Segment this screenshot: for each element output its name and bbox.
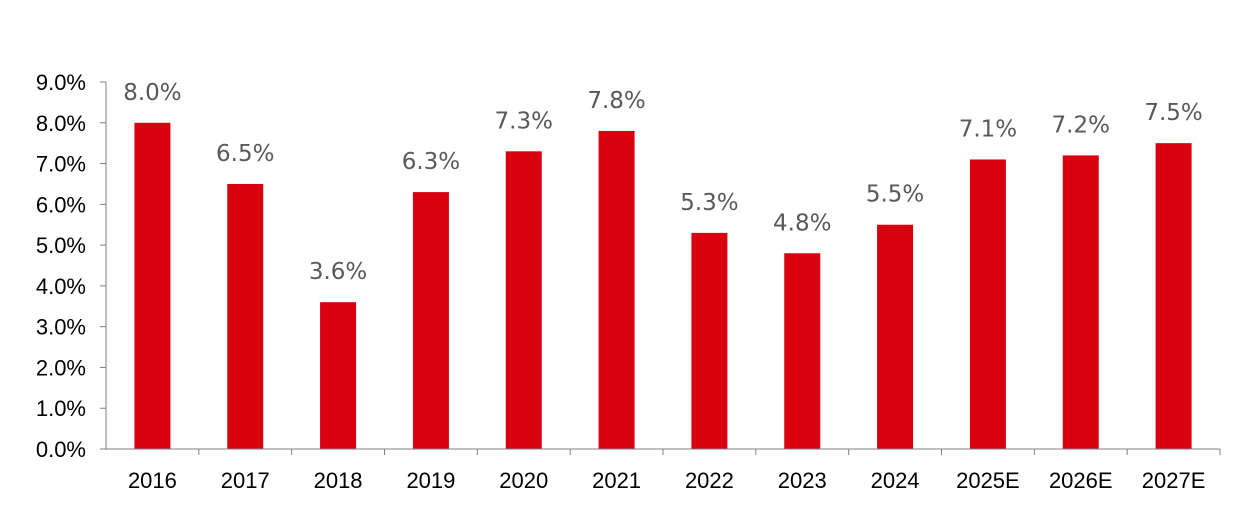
x-tick-label: 2026E xyxy=(1049,468,1113,493)
bar-2023 xyxy=(784,253,821,449)
y-tick-label: 8.0% xyxy=(36,111,86,136)
data-label-2023: 4.8% xyxy=(773,210,831,236)
data-label-2026e: 7.2% xyxy=(1052,112,1110,138)
x-tick-label: 2017 xyxy=(221,468,270,493)
x-tick-label: 2025E xyxy=(956,468,1020,493)
data-label-2025e: 7.1% xyxy=(959,116,1017,142)
y-tick-label: 4.0% xyxy=(36,274,86,299)
x-tick-label: 2016 xyxy=(128,468,177,493)
y-tick-label: 2.0% xyxy=(36,355,86,380)
y-axis: 0.0% 1.0% 2.0% 3.0% 4.0% 5.0% 6.0% 7.0% 8.0% 9.0% xyxy=(36,70,107,462)
data-label-2027e: 7.5% xyxy=(1144,100,1202,126)
bar-2027e xyxy=(1155,143,1192,449)
data-label-2016: 8.0% xyxy=(123,80,181,106)
data-label-2024: 5.5% xyxy=(866,182,924,208)
x-tick-label: 2021 xyxy=(592,468,641,493)
bar-2021 xyxy=(598,130,635,449)
bar-2018 xyxy=(320,302,357,449)
y-tick-label: 9.0% xyxy=(36,70,86,95)
bar-2016 xyxy=(134,122,171,450)
x-tick-label: 2027E xyxy=(1142,468,1206,493)
bar-2020 xyxy=(505,151,542,450)
bar-2019 xyxy=(412,192,449,449)
bar-2024 xyxy=(877,224,914,449)
data-label-2020: 7.3% xyxy=(495,108,553,134)
bar-2025e xyxy=(969,159,1006,449)
y-tick-label: 0.0% xyxy=(36,437,86,462)
bar-2026e xyxy=(1062,155,1099,449)
data-label-2021: 7.8% xyxy=(587,88,645,114)
y-tick-label: 1.0% xyxy=(36,396,86,421)
data-label-2022: 5.3% xyxy=(680,190,738,216)
y-tick-label: 6.0% xyxy=(36,192,86,217)
x-axis: 2016 2017 2018 2019 2020 2021 2022 2023 2024 2025… xyxy=(106,448,1221,493)
x-tick-label: 2019 xyxy=(406,468,455,493)
bars xyxy=(134,122,1192,450)
y-tick-label: 5.0% xyxy=(36,233,86,258)
x-tick-label: 2022 xyxy=(685,468,734,493)
x-tick-label: 2018 xyxy=(314,468,363,493)
x-tick-label: 2020 xyxy=(499,468,548,493)
bar-2022 xyxy=(691,232,728,449)
data-labels: 8.0% 6.5% 3.6% 6.3% 7.3% 7.8% 5.3% 4.8% 5.5% 7.1%… xyxy=(123,80,1203,285)
y-tick-label: 7.0% xyxy=(36,152,86,177)
data-label-2017: 6.5% xyxy=(216,141,274,167)
data-label-2018: 3.6% xyxy=(309,259,367,285)
x-tick-label: 2023 xyxy=(778,468,827,493)
bar-2017 xyxy=(227,183,264,449)
y-tick-label: 3.0% xyxy=(36,315,86,340)
x-tick-label: 2024 xyxy=(871,468,920,493)
data-label-2019: 6.3% xyxy=(402,149,460,175)
